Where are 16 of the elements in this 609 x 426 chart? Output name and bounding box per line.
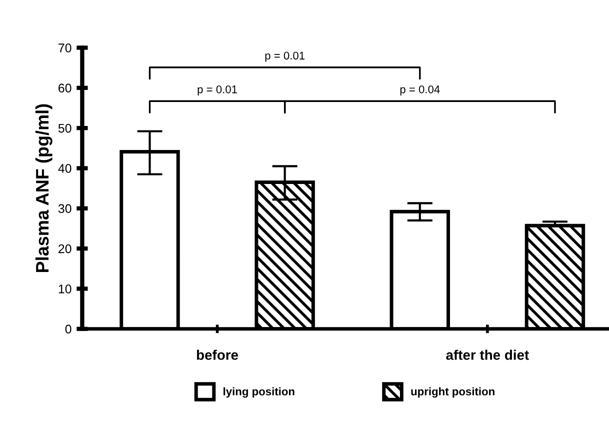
y-axis-title: Plasma ANF (pg/ml) — [35, 104, 52, 272]
y-tick-label: 50 — [58, 124, 72, 133]
x-tick-label: before — [196, 350, 238, 360]
legend-label: upright position — [411, 387, 494, 398]
y-tick-label: 40 — [58, 164, 72, 173]
annotation: p = 0.01 — [265, 52, 305, 62]
y-tick-label: 30 — [58, 204, 72, 214]
y-tick-label: 60 — [58, 84, 72, 93]
x-tick-label: after the diet — [446, 350, 529, 360]
y-tick-label: 10 — [58, 284, 72, 294]
annotation: p = 0.04 — [400, 85, 440, 96]
legend-label: lying position — [224, 387, 294, 398]
annotation: p = 0.01 — [198, 85, 237, 96]
y-tick-label: 0 — [65, 324, 72, 334]
y-tick-label: 20 — [58, 244, 72, 254]
y-tick-label: 70 — [58, 44, 72, 52]
